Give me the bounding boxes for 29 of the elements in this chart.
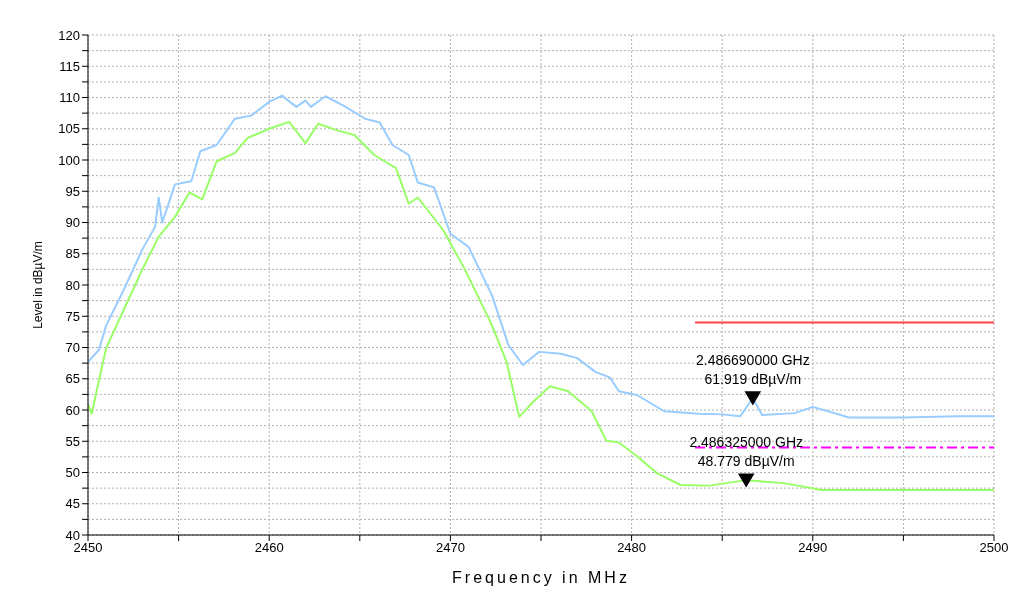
line-series	[88, 120, 994, 491]
x-axis-title: Frequency in MHz	[452, 569, 630, 586]
y-tick-label: 55	[65, 433, 80, 449]
x-tick-label: 2500	[979, 540, 1009, 556]
y-axis-title: Level in dBµV/m	[31, 241, 46, 329]
y-tick-label: 95	[65, 183, 80, 199]
y-tick-label: 85	[65, 246, 80, 262]
y-tick-label: 70	[65, 340, 80, 356]
y-tick-label: 90	[65, 215, 80, 231]
x-tick-label: 2470	[435, 540, 465, 556]
y-tick-label: 50	[65, 465, 80, 481]
x-tick-label: 2490	[798, 540, 828, 556]
y-tick-label: 45	[65, 496, 80, 512]
x-tick-label: 2480	[617, 540, 647, 556]
annotation: 2.486325000 GHz 48.779 dBµV/m	[689, 434, 804, 470]
y-tick-label: 110	[59, 90, 80, 106]
y-tick-label: 75	[65, 308, 80, 324]
line-series	[88, 94, 994, 419]
y-tick-label: 115	[59, 58, 80, 74]
annotation: 2.486690000 GHz 61.919 dBµV/m	[696, 352, 810, 388]
y-tick-label: 80	[65, 277, 80, 293]
y-tick-label: 40	[65, 527, 80, 543]
x-tick-label: 2450	[73, 540, 103, 556]
y-tick-label: 60	[65, 402, 80, 418]
x-tick-label: 2460	[254, 540, 284, 556]
y-tick-label: 65	[65, 371, 80, 387]
y-tick-label: 100	[58, 152, 80, 168]
y-tick-label: 105	[58, 121, 80, 137]
y-tick-label: 120	[58, 27, 80, 43]
